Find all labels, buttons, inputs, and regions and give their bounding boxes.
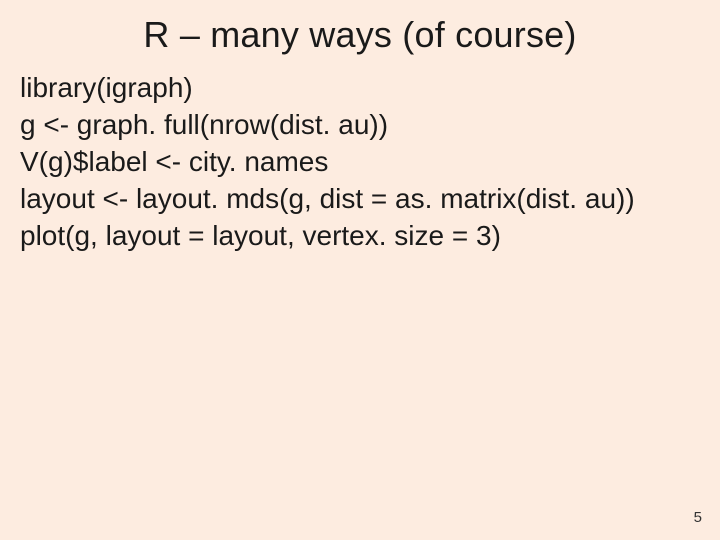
code-line: plot(g, layout = layout, vertex. size = …: [20, 218, 700, 255]
page-number: 5: [694, 509, 702, 526]
slide: R – many ways (of course) library(igraph…: [0, 0, 720, 540]
code-line: g <- graph. full(nrow(dist. au)): [20, 107, 700, 144]
slide-body: library(igraph) g <- graph. full(nrow(di…: [0, 64, 720, 255]
code-line: V(g)$label <- city. names: [20, 144, 700, 181]
code-line: library(igraph): [20, 70, 700, 107]
slide-title: R – many ways (of course): [0, 0, 720, 64]
code-line: layout <- layout. mds(g, dist = as. matr…: [20, 181, 700, 218]
